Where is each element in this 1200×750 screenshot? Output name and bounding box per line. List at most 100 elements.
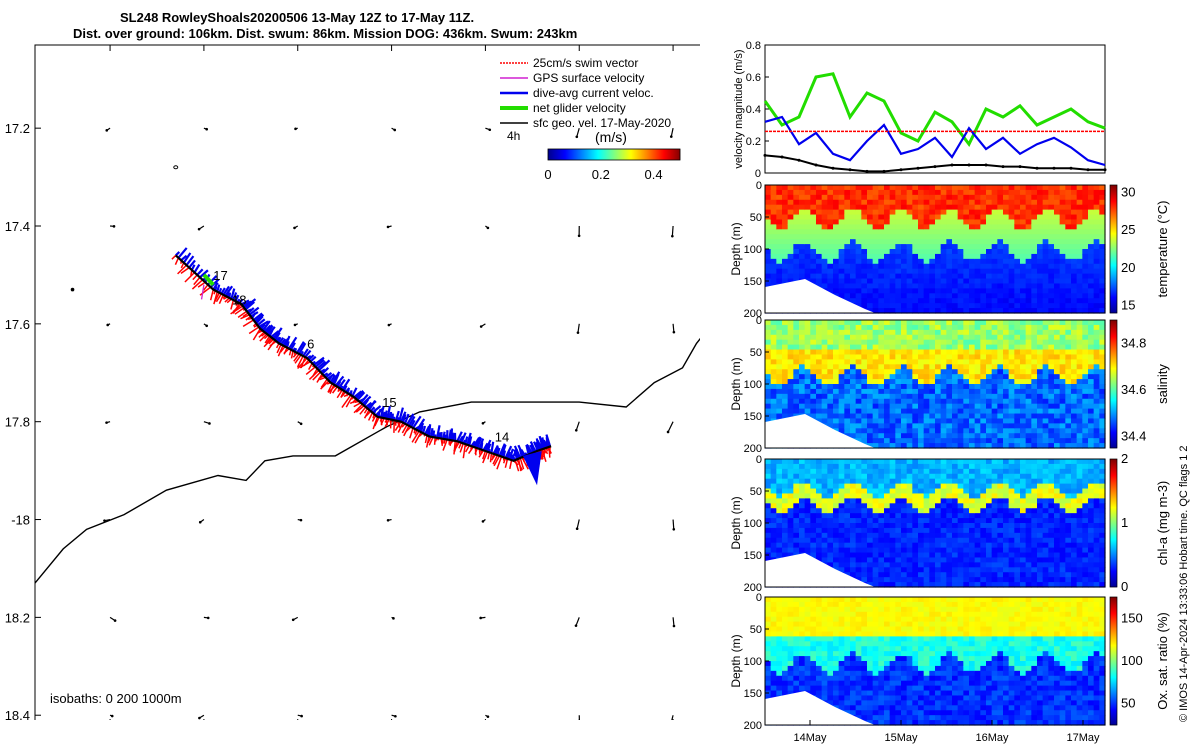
colorbar-swatch (669, 149, 671, 160)
profile-cell (1093, 393, 1100, 400)
profile-cell (765, 532, 772, 539)
profile-cell (906, 229, 913, 235)
profile-colorbar-swatch (1110, 424, 1117, 426)
profile-cell (963, 374, 970, 380)
profile-cell (918, 503, 925, 509)
profile-cell (821, 204, 828, 211)
profile-cell (957, 403, 964, 410)
profile-cell (895, 438, 902, 444)
profile-cell (793, 268, 800, 275)
profile-cell (827, 329, 834, 336)
profile-cell (1031, 204, 1038, 211)
profile-colorbar-swatch (1110, 250, 1117, 252)
profile-cell (810, 483, 817, 490)
profile-cell (821, 199, 828, 206)
profile-cell (906, 503, 913, 509)
profile-cell (878, 388, 885, 395)
profile-y-tick-label: 150 (744, 276, 762, 288)
profile-cell (827, 253, 834, 260)
profile-cell (969, 185, 976, 191)
sfc-geo-vector-head (574, 428, 578, 432)
profile-cell (776, 199, 783, 206)
profile-colorbar-swatch (1110, 344, 1117, 346)
profile-cell (929, 567, 936, 573)
profile-cell (878, 542, 885, 549)
profile-cell (912, 224, 919, 230)
colorbar-swatch (585, 149, 587, 160)
profile-cell (974, 263, 981, 270)
profile-colorbar-swatch (1110, 446, 1117, 448)
profile-cell (957, 229, 964, 235)
profile-cell (861, 567, 868, 573)
profile-cell (1071, 388, 1078, 395)
profile-cell (867, 308, 874, 314)
dive-avg-vector (332, 373, 340, 386)
profile-cell (1020, 209, 1027, 216)
profile-cell (1054, 185, 1061, 191)
profile-cell (884, 473, 891, 480)
profile-cell (895, 354, 902, 360)
profile-cell (997, 303, 1004, 309)
profile-cell (1071, 278, 1078, 285)
profile-cell (923, 359, 930, 365)
profile-cell (1020, 374, 1027, 380)
profile-colorbar-swatch (1110, 222, 1117, 224)
profile-cell (1037, 334, 1044, 341)
profile-cell (980, 344, 987, 351)
profile-cell (935, 463, 942, 470)
profile-cell (986, 329, 993, 336)
profile-cell (884, 572, 891, 578)
profile-cell (816, 194, 823, 201)
profile-cell (884, 204, 891, 211)
profile-cell (770, 369, 777, 375)
colorbar-swatch (672, 149, 674, 160)
profile-cell (929, 234, 936, 240)
profile-cell (1014, 393, 1021, 400)
profile-cell (986, 344, 993, 351)
profile-cell (861, 185, 868, 191)
profile-cell (923, 364, 930, 370)
profile-cell (816, 278, 823, 285)
profile-cell (895, 278, 902, 285)
profile-cell (827, 320, 834, 326)
profile-cell (1082, 278, 1089, 285)
profile-cell (816, 463, 823, 470)
profile-cell (821, 408, 828, 415)
profile-cell (918, 219, 925, 225)
profile-cell (929, 413, 936, 420)
profile-cell (1088, 204, 1095, 211)
profile-cell (804, 219, 811, 225)
profile-cell (765, 537, 772, 544)
profile-cell (929, 293, 936, 299)
profile-cell (912, 552, 919, 559)
profile-cell (901, 562, 908, 568)
profile-cell (861, 334, 868, 341)
profile-cell (940, 293, 947, 299)
profile-cell (1054, 234, 1061, 240)
profile-cell (901, 334, 908, 341)
profile-cell (782, 185, 789, 191)
colorbar-swatch (633, 149, 635, 160)
profile-cell (782, 384, 789, 390)
profile-cell (838, 189, 845, 196)
profile-cell (776, 339, 783, 346)
profile-cell (884, 532, 891, 539)
sfc-geo-vector-head (393, 128, 397, 132)
profile-cell (986, 418, 993, 424)
profile-cell (872, 508, 879, 514)
profile-cell (1048, 324, 1055, 331)
profile-colorbar-swatch (1110, 296, 1117, 298)
profile-cell (1048, 258, 1055, 265)
profile-cell (1008, 209, 1015, 216)
swim-vector (296, 355, 304, 368)
profile-cell (1099, 234, 1106, 240)
profile-cell (957, 344, 964, 351)
profile-cell (884, 513, 891, 519)
profile-cell (776, 493, 783, 499)
profile-cell (867, 379, 874, 385)
profile-cell (952, 354, 959, 360)
profile-cell (980, 324, 987, 331)
profile-cell (1031, 324, 1038, 331)
profile-cell (867, 263, 874, 270)
profile-colorbar-swatch (1110, 366, 1117, 368)
